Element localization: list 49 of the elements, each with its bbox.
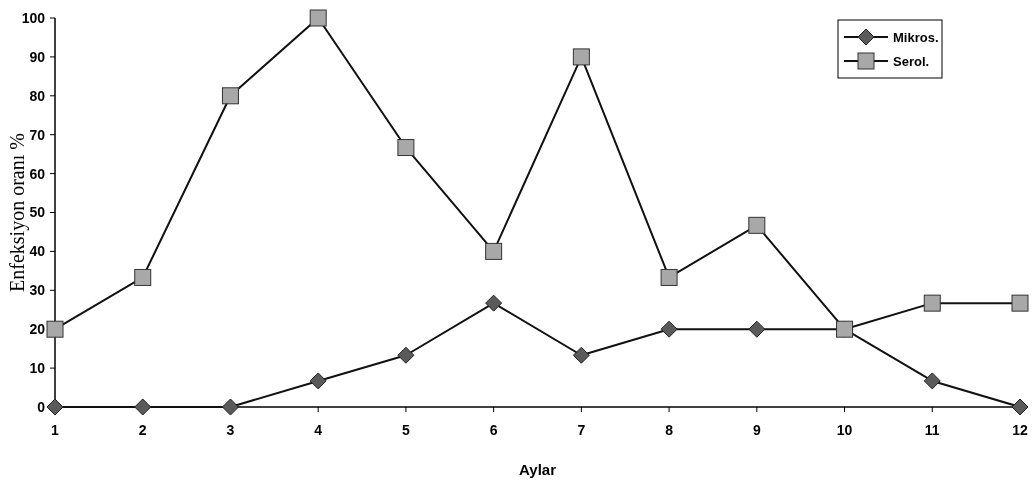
point <box>485 242 503 260</box>
point <box>572 346 590 364</box>
x-tick-label: 4 <box>314 422 323 438</box>
point <box>309 372 327 390</box>
y-tick-label: 100 <box>21 9 46 26</box>
y-tick-label: 40 <box>29 243 46 260</box>
legend-label: Serol. <box>893 53 930 69</box>
point <box>660 320 678 338</box>
y-tick-label: 80 <box>29 87 46 104</box>
point <box>748 320 766 338</box>
y-tick-label: 70 <box>29 126 46 143</box>
point <box>221 87 239 105</box>
x-tick-label: 7 <box>577 422 586 438</box>
x-tick-label: 11 <box>924 422 940 438</box>
point <box>1011 398 1029 416</box>
y-tick-label: 10 <box>29 360 46 376</box>
point <box>46 398 64 416</box>
point <box>923 294 941 312</box>
point <box>1011 294 1029 312</box>
point <box>397 346 415 364</box>
x-tick-label: 5 <box>402 422 411 438</box>
y-tick-label: 0 <box>37 398 46 415</box>
point <box>660 268 678 286</box>
x-tick-label: 6 <box>489 422 498 438</box>
x-tick-label: 12 <box>1012 422 1028 438</box>
point <box>923 372 941 390</box>
point <box>748 216 766 234</box>
point <box>309 9 327 27</box>
y-axis-title: Enfeksiyon oranı % <box>6 133 29 292</box>
x-tick-label: 1 <box>51 422 60 438</box>
x-tick-label: 3 <box>226 422 235 438</box>
y-tick-label: 60 <box>29 165 46 182</box>
y-tick-label: 20 <box>29 321 46 338</box>
y-tick-label: 30 <box>29 282 46 299</box>
point <box>46 320 64 338</box>
x-tick-label: 10 <box>836 422 853 438</box>
y-tick-label: 90 <box>29 48 46 65</box>
x-axis-title: Aylar <box>519 461 557 478</box>
point <box>134 398 152 416</box>
x-tick-label: 9 <box>752 422 761 438</box>
y-tick-label: 50 <box>29 204 46 221</box>
point <box>134 268 152 286</box>
x-tick-label: 8 <box>665 422 674 438</box>
point <box>397 139 415 157</box>
x-tick-label: 2 <box>138 422 147 438</box>
point <box>221 398 239 416</box>
legend-label: Mikros. <box>893 29 939 45</box>
point <box>572 48 590 66</box>
point <box>485 294 503 312</box>
